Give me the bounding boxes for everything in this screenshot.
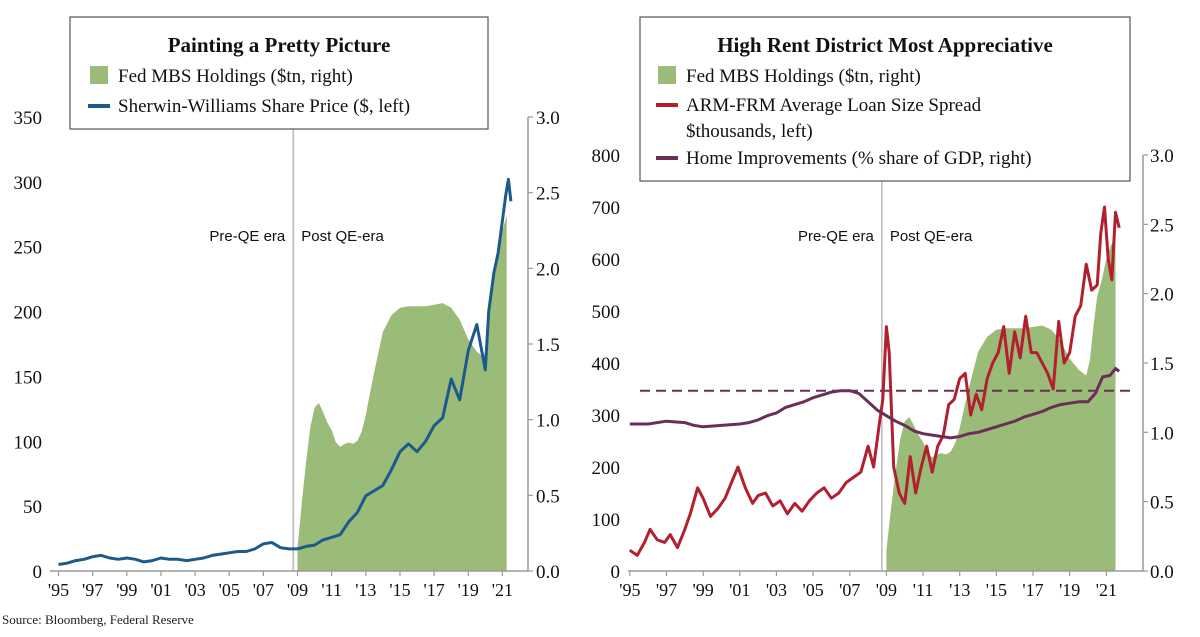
left-post-qe-label: Post QE-era	[301, 228, 384, 245]
left-x-tick-label: '01	[150, 580, 171, 600]
left-chart-panel: 0 50 100 150 200 250 300 350 0.0 0.5 1.0 1.5 2.0 2.5…	[14, 16, 560, 600]
right-x-tick-label: '05	[802, 580, 823, 600]
left-y-left-tick-label: 0	[33, 562, 43, 583]
left-y-right-tick-label: 0.0	[536, 562, 560, 583]
left-chart-title: Painting a Pretty Picture	[168, 33, 391, 57]
right-y-right-tick-label: 2.5	[1150, 215, 1174, 236]
right-x-ticks: '95 '97 '99 '01 '03 '05 '07 '09 '11 '13 '15 '17 '19 '…	[619, 571, 1117, 600]
left-y-right-tick-label: 3.0	[536, 108, 560, 129]
left-line-layer	[58, 177, 513, 566]
right-y-left-tick-label: 0	[611, 562, 621, 583]
right-series-line-1	[628, 205, 1121, 557]
right-pre-qe-label: Pre-QE era	[798, 228, 875, 245]
right-line-layer	[628, 205, 1121, 557]
left-x-tick-label: '99	[116, 580, 137, 600]
left-y-left-ticks: 0 50 100 150 200 250 300 350	[14, 108, 43, 583]
right-x-tick-label: '09	[876, 580, 897, 600]
right-legend-label-arm-line1: ARM-FRM Average Loan Size Spread	[686, 95, 982, 116]
left-x-tick-label: '11	[321, 580, 342, 600]
right-y-right-tick-label: 2.0	[1150, 285, 1174, 306]
right-legend-label-home: Home Improvements (% share of GDP, right…	[686, 148, 1032, 169]
left-x-tick-label: '13	[355, 580, 376, 600]
right-x-tick-label: '01	[729, 580, 750, 600]
left-y-right-tick-label: 1.5	[536, 335, 560, 356]
right-legend-box: High Rent District Most Appreciative Fed…	[639, 16, 1131, 182]
left-x-tick-label: '19	[458, 580, 479, 600]
right-chart-panel: 0 100 200 300 400 500 600 700 800 0.0 0.5 1.0 1.5 2.…	[592, 16, 1174, 600]
right-y-right-tick-label: 0.5	[1150, 493, 1174, 514]
right-y-right-tick-label: 0.0	[1150, 562, 1174, 583]
left-y-left-tick-label: 200	[14, 303, 43, 324]
right-y-left-ticks: 0 100 200 300 400 500 600 700 800	[592, 146, 621, 583]
right-mbs-area-layer	[886, 238, 1116, 571]
right-y-left-tick-label: 100	[592, 510, 621, 531]
right-x-tick-label: '21	[1096, 580, 1117, 600]
right-x-tick-label: '99	[693, 580, 714, 600]
left-x-tick-label: '15	[389, 580, 410, 600]
right-chart-title: High Rent District Most Appreciative	[717, 33, 1053, 57]
left-y-left-tick-label: 50	[23, 497, 42, 518]
left-y-left-tick-label: 350	[14, 108, 43, 129]
right-y-right-ticks: 0.0 0.5 1.0 1.5 2.0 2.5 3.0	[1143, 146, 1174, 583]
right-x-tick-label: '19	[1059, 580, 1080, 600]
left-x-tick-label: '07	[253, 580, 274, 600]
right-legend-label-mbs: Fed MBS Holdings ($tn, right)	[686, 66, 921, 87]
right-y-left-tick-label: 200	[592, 458, 621, 479]
right-y-left-tick-label: 300	[592, 406, 621, 427]
right-x-tick-label: '07	[839, 580, 860, 600]
left-legend-box: Painting a Pretty Picture Fed MBS Holdin…	[69, 16, 489, 130]
left-legend-frame	[69, 16, 489, 130]
left-y-left-tick-label: 300	[14, 173, 43, 194]
left-legend-label-shw: Sherwin-Williams Share Price ($, left)	[118, 96, 410, 117]
right-legend-label-arm-line2: $thousands, left)	[686, 121, 813, 142]
left-x-tick-label: '09	[287, 580, 308, 600]
left-legend-swatch-mbs	[90, 66, 108, 84]
source-note: Source: Bloomberg, Federal Reserve	[2, 612, 194, 627]
left-y-left-tick-label: 250	[14, 238, 43, 259]
left-x-tick-label: '17	[423, 580, 444, 600]
left-y-left-tick-label: 100	[14, 432, 43, 453]
right-legend-swatch-mbs	[658, 66, 676, 84]
left-pre-qe-label: Pre-QE era	[209, 228, 286, 245]
right-x-tick-label: '15	[986, 580, 1007, 600]
left-y-right-tick-label: 2.0	[536, 259, 560, 280]
right-y-left-tick-label: 600	[592, 250, 621, 271]
right-x-tick-label: '17	[1022, 580, 1043, 600]
right-y-left-tick-label: 400	[592, 354, 621, 375]
right-x-tick-label: '11	[913, 580, 934, 600]
left-x-tick-label: '21	[492, 580, 513, 600]
right-y-right-tick-label: 3.0	[1150, 146, 1174, 167]
left-series-line-1	[58, 177, 513, 566]
right-x-tick-label: '03	[766, 580, 787, 600]
right-y-left-tick-label: 800	[592, 146, 621, 167]
left-legend-label-mbs: Fed MBS Holdings ($tn, right)	[118, 66, 353, 87]
left-y-right-tick-label: 2.5	[536, 184, 560, 205]
left-y-right-tick-label: 0.5	[536, 486, 560, 507]
left-x-ticks: '95 '97 '99 '01 '03 '05 '07 '09 '11 '13 '15 '17 '19 '…	[48, 571, 513, 600]
right-x-tick-label: '13	[949, 580, 970, 600]
left-mbs-area-layer	[297, 215, 507, 571]
left-x-tick-label: '97	[82, 580, 103, 600]
right-y-left-tick-label: 700	[592, 198, 621, 219]
right-series-line-2	[629, 367, 1121, 440]
left-x-tick-label: '05	[219, 580, 240, 600]
right-post-qe-label: Post QE-era	[890, 228, 973, 245]
left-x-tick-label: '95	[48, 580, 69, 600]
right-y-right-tick-label: 1.5	[1150, 354, 1174, 375]
left-series-mbs-area	[297, 215, 507, 571]
right-y-right-tick-label: 1.0	[1150, 423, 1174, 444]
right-x-tick-label: '95	[619, 580, 640, 600]
left-y-right-tick-label: 1.0	[536, 411, 560, 432]
right-series-mbs-area	[886, 238, 1116, 571]
left-y-left-tick-label: 150	[14, 367, 43, 388]
left-y-right-ticks: 0.0 0.5 1.0 1.5 2.0 2.5 3.0	[528, 108, 560, 583]
right-legend-frame	[639, 16, 1131, 182]
right-x-tick-label: '97	[656, 580, 677, 600]
right-y-left-tick-label: 500	[592, 302, 621, 323]
left-x-tick-label: '03	[184, 580, 205, 600]
